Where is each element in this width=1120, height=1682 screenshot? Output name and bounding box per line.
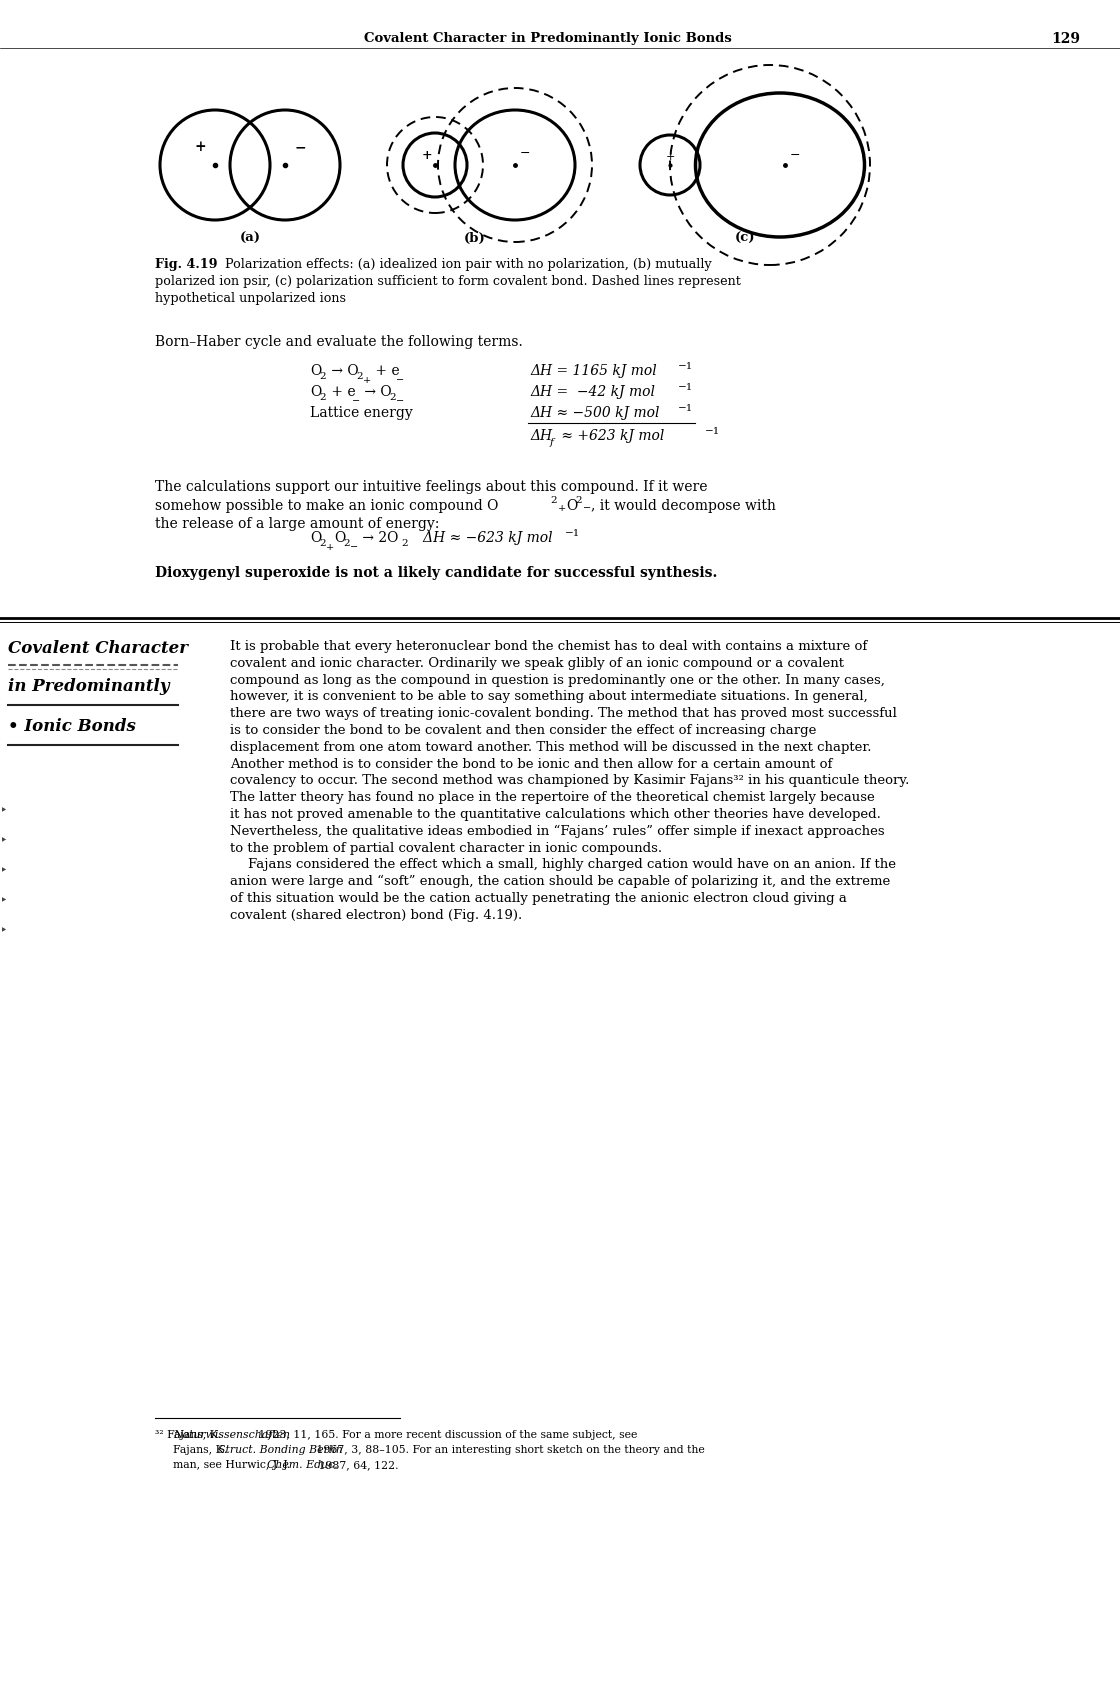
Text: ▶: ▶	[2, 898, 7, 903]
Text: 129: 129	[1051, 32, 1080, 45]
Text: , it would decompose with: , it would decompose with	[591, 498, 776, 513]
Text: (c): (c)	[735, 232, 755, 246]
Text: O: O	[310, 363, 321, 378]
Text: in Predominantly: in Predominantly	[8, 678, 169, 695]
Text: f: f	[550, 437, 554, 447]
Text: ΔH: ΔH	[530, 429, 552, 442]
Text: → O: → O	[360, 385, 392, 399]
Text: + e: + e	[327, 385, 356, 399]
Text: + e: + e	[371, 363, 400, 378]
Text: Fajans considered the effect which a small, highly charged cation would have on : Fajans considered the effect which a sma…	[248, 858, 896, 871]
Text: ▶: ▶	[2, 807, 7, 812]
Text: → 2O: → 2O	[358, 530, 399, 545]
Text: 2: 2	[575, 496, 581, 505]
Text: It is probable that every heteronuclear bond the chemist has to deal with contai: It is probable that every heteronuclear …	[230, 639, 867, 653]
Text: −: −	[790, 148, 801, 161]
Text: covalent and ionic character. Ordinarily we speak glibly of an ionic compound or: covalent and ionic character. Ordinarily…	[230, 656, 844, 669]
Text: compound as long as the compound in question is predominantly one or the other. : compound as long as the compound in ques…	[230, 673, 885, 686]
Text: −1: −1	[678, 362, 693, 372]
Text: −1: −1	[678, 383, 693, 392]
Text: 1987, 64, 122.: 1987, 64, 122.	[315, 1460, 398, 1470]
Text: 1967, 3, 88–105. For an interesting short sketch on the theory and the: 1967, 3, 88–105. For an interesting shor…	[312, 1445, 704, 1455]
Text: of this situation would be the cation actually penetrating the anionic electron : of this situation would be the cation ac…	[230, 891, 847, 905]
Text: (b): (b)	[464, 232, 486, 246]
Text: to the problem of partial covalent character in ionic compounds.: to the problem of partial covalent chara…	[230, 841, 662, 854]
Text: (a): (a)	[240, 232, 261, 246]
Text: −: −	[396, 377, 404, 385]
Text: there are two ways of treating ionic-covalent bonding. The method that has prove: there are two ways of treating ionic-cov…	[230, 706, 897, 720]
Text: displacement from one atom toward another. This method will be discussed in the : displacement from one atom toward anothe…	[230, 740, 871, 754]
Text: +: +	[194, 140, 206, 155]
Text: O: O	[310, 385, 321, 399]
Text: O: O	[566, 498, 577, 513]
Text: Dioxygenyl superoxide is not a likely candidate for successful synthesis.: Dioxygenyl superoxide is not a likely ca…	[155, 567, 718, 580]
Text: Covalent Character in Predominantly Ionic Bonds: Covalent Character in Predominantly Ioni…	[364, 32, 731, 45]
Text: Fig. 4.19: Fig. 4.19	[155, 257, 217, 271]
Text: it has not proved amenable to the quantitative calculations which other theories: it has not proved amenable to the quanti…	[230, 807, 880, 821]
Text: ³² Fajans, K.: ³² Fajans, K.	[155, 1430, 225, 1440]
Text: −: −	[584, 503, 591, 513]
Text: −: −	[349, 543, 358, 552]
Text: +: +	[665, 151, 674, 161]
Text: ΔH = 1165 kJ mol: ΔH = 1165 kJ mol	[530, 363, 656, 378]
Text: covalent (shared electron) bond (Fig. 4.19).: covalent (shared electron) bond (Fig. 4.…	[230, 908, 522, 922]
Text: 2: 2	[356, 372, 363, 382]
Text: ΔH ≈ −623 kJ mol: ΔH ≈ −623 kJ mol	[410, 530, 552, 545]
Text: ▶: ▶	[2, 927, 7, 932]
Text: → O: → O	[327, 363, 358, 378]
Text: man, see Hurwic, J. J.: man, see Hurwic, J. J.	[172, 1460, 293, 1470]
Text: Born–Haber cycle and evaluate the following terms.: Born–Haber cycle and evaluate the follow…	[155, 335, 523, 348]
Text: Naturwissenschaften: Naturwissenschaften	[172, 1430, 290, 1440]
Text: Covalent Character: Covalent Character	[8, 639, 188, 658]
Text: 2: 2	[550, 496, 557, 505]
Text: is to consider the bond to be covalent and then consider the effect of increasin: is to consider the bond to be covalent a…	[230, 723, 816, 737]
Text: Polarization effects: (a) idealized ion pair with no polarization, (b) mutually: Polarization effects: (a) idealized ion …	[217, 257, 711, 271]
Text: the release of a large amount of energy:: the release of a large amount of energy:	[155, 516, 439, 532]
Text: 2: 2	[401, 538, 408, 548]
Text: The calculations support our intuitive feelings about this compound. If it were: The calculations support our intuitive f…	[155, 479, 708, 495]
Text: +: +	[363, 377, 371, 385]
Text: 2: 2	[319, 372, 326, 382]
Text: +: +	[422, 148, 432, 161]
Text: 2: 2	[343, 538, 349, 548]
Text: Struct. Bonding Berlin: Struct. Bonding Berlin	[218, 1445, 343, 1455]
Text: Lattice energy: Lattice energy	[310, 405, 413, 420]
Text: 1923, 11, 165. For a more recent discussion of the same subject, see: 1923, 11, 165. For a more recent discuss…	[254, 1430, 637, 1440]
Text: hypothetical unpolarized ions: hypothetical unpolarized ions	[155, 293, 346, 304]
Text: ΔH =  −42 kJ mol: ΔH = −42 kJ mol	[530, 385, 655, 399]
Text: ≈ +623 kJ mol: ≈ +623 kJ mol	[557, 429, 664, 442]
Text: • Ionic Bonds: • Ionic Bonds	[8, 718, 136, 735]
Text: polarized ion psir, (c) polarization sufficient to form covalent bond. Dashed li: polarized ion psir, (c) polarization suf…	[155, 274, 740, 288]
Text: 2: 2	[319, 394, 326, 402]
Text: ▶: ▶	[2, 838, 7, 843]
Text: Nevertheless, the qualitative ideas embodied in “Fajans’ rules” offer simple if : Nevertheless, the qualitative ideas embo…	[230, 824, 885, 838]
Text: −: −	[520, 146, 530, 160]
Text: ΔH ≈ −500 kJ mol: ΔH ≈ −500 kJ mol	[530, 405, 660, 420]
Text: somehow possible to make an ionic compound O: somehow possible to make an ionic compou…	[155, 498, 498, 513]
Text: +: +	[326, 543, 334, 552]
Text: O: O	[310, 530, 321, 545]
Text: Another method is to consider the bond to be ionic and then allow for a certain : Another method is to consider the bond t…	[230, 757, 832, 770]
Text: O: O	[334, 530, 345, 545]
Text: Chem. Educ.: Chem. Educ.	[268, 1460, 338, 1470]
Text: −1: −1	[678, 404, 693, 414]
Text: ▶: ▶	[2, 868, 7, 873]
Text: Fajans, K.: Fajans, K.	[172, 1445, 231, 1455]
Text: −: −	[352, 397, 361, 405]
Text: 2: 2	[319, 538, 326, 548]
Text: −1: −1	[564, 528, 580, 538]
Text: anion were large and “soft” enough, the cation should be capable of polarizing i: anion were large and “soft” enough, the …	[230, 875, 890, 888]
Text: however, it is convenient to be able to say something about intermediate situati: however, it is convenient to be able to …	[230, 690, 868, 703]
Text: −: −	[396, 397, 404, 405]
Text: covalency to occur. The second method was championed by Kasimir Fajans³² in his : covalency to occur. The second method wa…	[230, 774, 909, 787]
Text: 2: 2	[389, 394, 395, 402]
Text: −: −	[295, 140, 306, 155]
Text: −1: −1	[704, 427, 720, 436]
Text: +: +	[558, 503, 567, 513]
Text: The latter theory has found no place in the repertoire of the theoretical chemis: The latter theory has found no place in …	[230, 791, 875, 804]
